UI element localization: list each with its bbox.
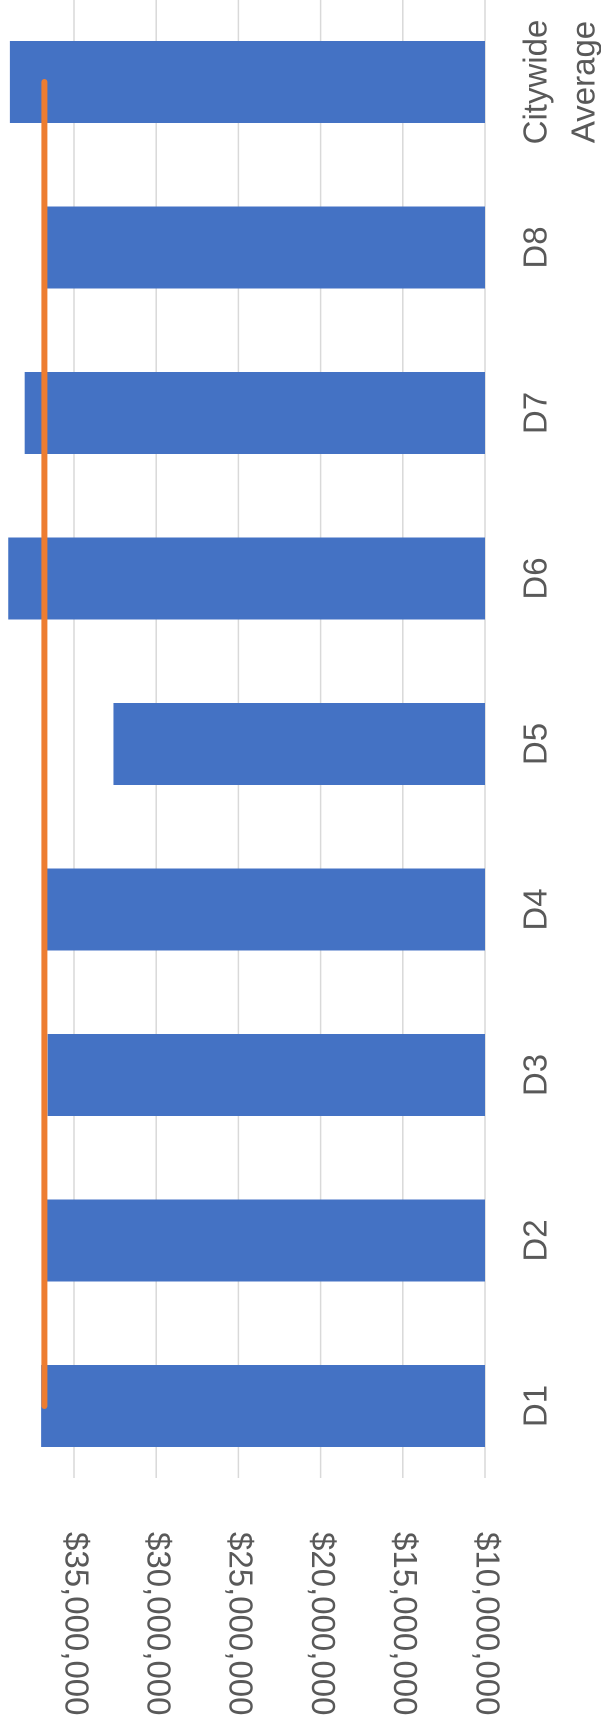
category-label-4: D5 (517, 723, 554, 765)
category-label-6: D7 (517, 392, 554, 434)
bar-d3 (47, 1034, 486, 1116)
value-tick-label-1: $15,000,000 (387, 1532, 424, 1716)
value-tick-label-3: $25,000,000 (223, 1532, 260, 1716)
bars (8, 41, 486, 1447)
bar-d4 (42, 868, 485, 951)
category-label-0: D1 (517, 1385, 554, 1427)
value-axis-labels: $10,000,000 $15,000,000 $20,000,000 $25,000… (58, 1532, 506, 1716)
bar-d1 (41, 1365, 486, 1447)
value-tick-label-4: $30,000,000 (140, 1532, 177, 1716)
category-label-3: D4 (517, 888, 554, 930)
category-label-1: D2 (517, 1219, 554, 1261)
category-label-8-line-0: Citywide (517, 20, 554, 145)
category-label-5: D6 (517, 557, 554, 599)
value-tick-label-5: $35,000,000 (58, 1532, 95, 1716)
category-label-8-line-1: Average (565, 21, 601, 143)
bar-d8 (42, 206, 485, 289)
bar-citywide-average (9, 41, 485, 123)
category-axis-labels: D1 D2 D3 D4 D5 D6 D7 D8 Citywide Average (517, 20, 601, 1427)
bar-d6 (8, 537, 486, 620)
bar-d7 (24, 372, 486, 454)
bar-d5 (113, 703, 486, 785)
category-label-2: D3 (517, 1054, 554, 1096)
bar-d2 (42, 1199, 485, 1282)
value-tick-label-2: $20,000,000 (305, 1532, 342, 1716)
category-label-7: D8 (517, 226, 554, 268)
value-tick-label-0: $10,000,000 (469, 1532, 506, 1716)
